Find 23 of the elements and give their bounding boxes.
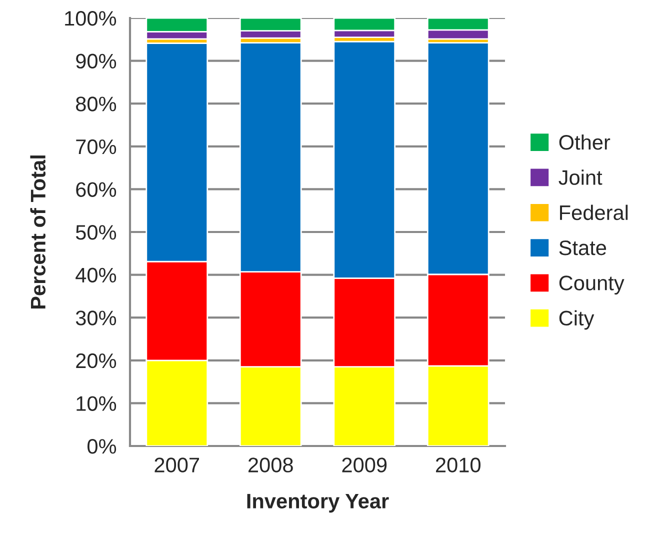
y-tick-label: 10%: [76, 396, 116, 411]
y-axis-title: Percent of Total: [30, 156, 46, 309]
y-tick-label: 90%: [76, 54, 116, 69]
x-axis-title: Inventory Year: [247, 494, 389, 513]
legend-label: State: [559, 240, 606, 256]
x-tick-label: 2010: [436, 458, 480, 472]
legend-label: Other: [559, 134, 610, 150]
x-tick-label: 2009: [342, 458, 387, 472]
y-tick-label: 0%: [88, 439, 116, 454]
y-tick-label: 30%: [76, 310, 116, 326]
legend-label: City: [559, 310, 594, 330]
legend-label: County: [559, 276, 624, 294]
x-tick-label: 2007: [154, 458, 200, 472]
y-tick-label: 50%: [76, 225, 116, 240]
y-tick-label: 100%: [65, 11, 116, 26]
y-tick-label: 70%: [76, 139, 116, 154]
y-tick-label: 40%: [76, 268, 116, 283]
y-tick-label: 80%: [76, 96, 116, 112]
y-tick-label: 20%: [76, 353, 116, 368]
legend-label: Joint: [558, 170, 602, 185]
legend-label: Federal: [560, 204, 628, 220]
x-tick-label: 2008: [248, 458, 293, 472]
y-tick-label: 60%: [76, 182, 116, 197]
